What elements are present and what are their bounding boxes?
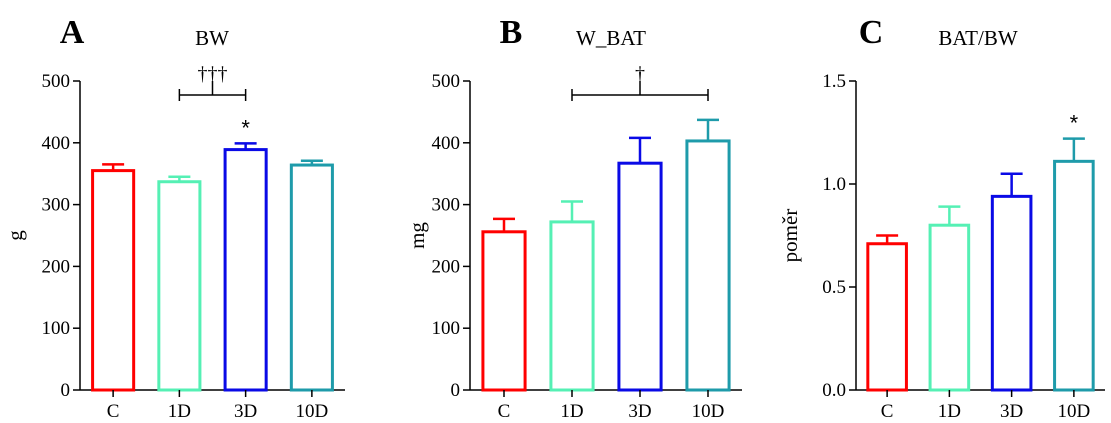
bar: [223, 148, 268, 392]
x-tick-label: 1D: [938, 401, 961, 422]
chart-title: BAT/BW: [938, 26, 1018, 50]
bar: [617, 161, 663, 392]
x-tick-label: 3D: [1000, 401, 1023, 422]
x-tick-label: 10D: [692, 401, 725, 422]
y-tick-label: 500: [42, 71, 71, 92]
x-tick-label: 1D: [168, 401, 191, 422]
y-tick-label: 400: [42, 133, 71, 154]
y-axis-label: g: [3, 230, 27, 241]
bar: [928, 223, 971, 392]
chart-title: W_BAT: [576, 26, 646, 50]
significance-star: *: [1070, 111, 1079, 136]
bar: [157, 180, 202, 392]
bracket-label: †: [635, 63, 645, 85]
x-tick-label: C: [498, 401, 511, 422]
y-tick-label: 300: [432, 195, 461, 216]
chart-panel-b: B W_BAT 0 100 200 300 400 500 mg C 1D 3D 10D †: [405, 14, 742, 422]
x-tick-label: 1D: [560, 401, 583, 422]
bar: [549, 220, 595, 392]
chart-panel-a: A BW 0 100 200 300 400 500 g C 1D 3D 10D ††† *: [3, 14, 345, 422]
bar: [685, 139, 731, 392]
y-tick-label: 400: [432, 133, 461, 154]
bracket-label: †††: [198, 63, 228, 85]
bar: [1053, 159, 1095, 392]
x-tick-label: C: [107, 401, 120, 422]
chart-panel-c: C BAT/BW 0.0 0.5 1.0 1.5 poměr C 1D 3D 10D *: [778, 14, 1105, 422]
bar: [866, 242, 908, 392]
y-tick-label: 100: [432, 318, 461, 339]
panel-letter: A: [60, 14, 85, 51]
bar: [289, 163, 334, 392]
bar: [481, 230, 527, 392]
significance-star: *: [241, 115, 250, 140]
y-tick-label: 1.5: [822, 71, 846, 92]
y-axis-label: mg: [405, 222, 429, 249]
y-axis-label: poměr: [778, 209, 802, 263]
panel-letter: B: [500, 14, 523, 51]
x-tick-label: 10D: [1058, 401, 1091, 422]
panel-letter: C: [859, 14, 884, 51]
y-tick-label: 0.0: [822, 380, 846, 401]
x-tick-label: 3D: [234, 401, 257, 422]
y-tick-label: 100: [42, 318, 71, 339]
y-tick-label: 0: [451, 380, 461, 401]
y-tick-label: 0.5: [822, 277, 846, 298]
x-tick-label: 3D: [628, 401, 651, 422]
y-tick-label: 500: [432, 71, 461, 92]
y-tick-label: 200: [432, 256, 461, 277]
x-tick-label: 10D: [296, 401, 329, 422]
x-tick-label: C: [881, 401, 894, 422]
bar: [91, 169, 136, 392]
y-tick-label: 1.0: [822, 174, 846, 195]
y-tick-label: 0: [61, 380, 71, 401]
y-tick-label: 300: [42, 195, 71, 216]
bar: [990, 194, 1033, 392]
chart-title: BW: [195, 26, 229, 50]
y-tick-label: 200: [42, 256, 71, 277]
